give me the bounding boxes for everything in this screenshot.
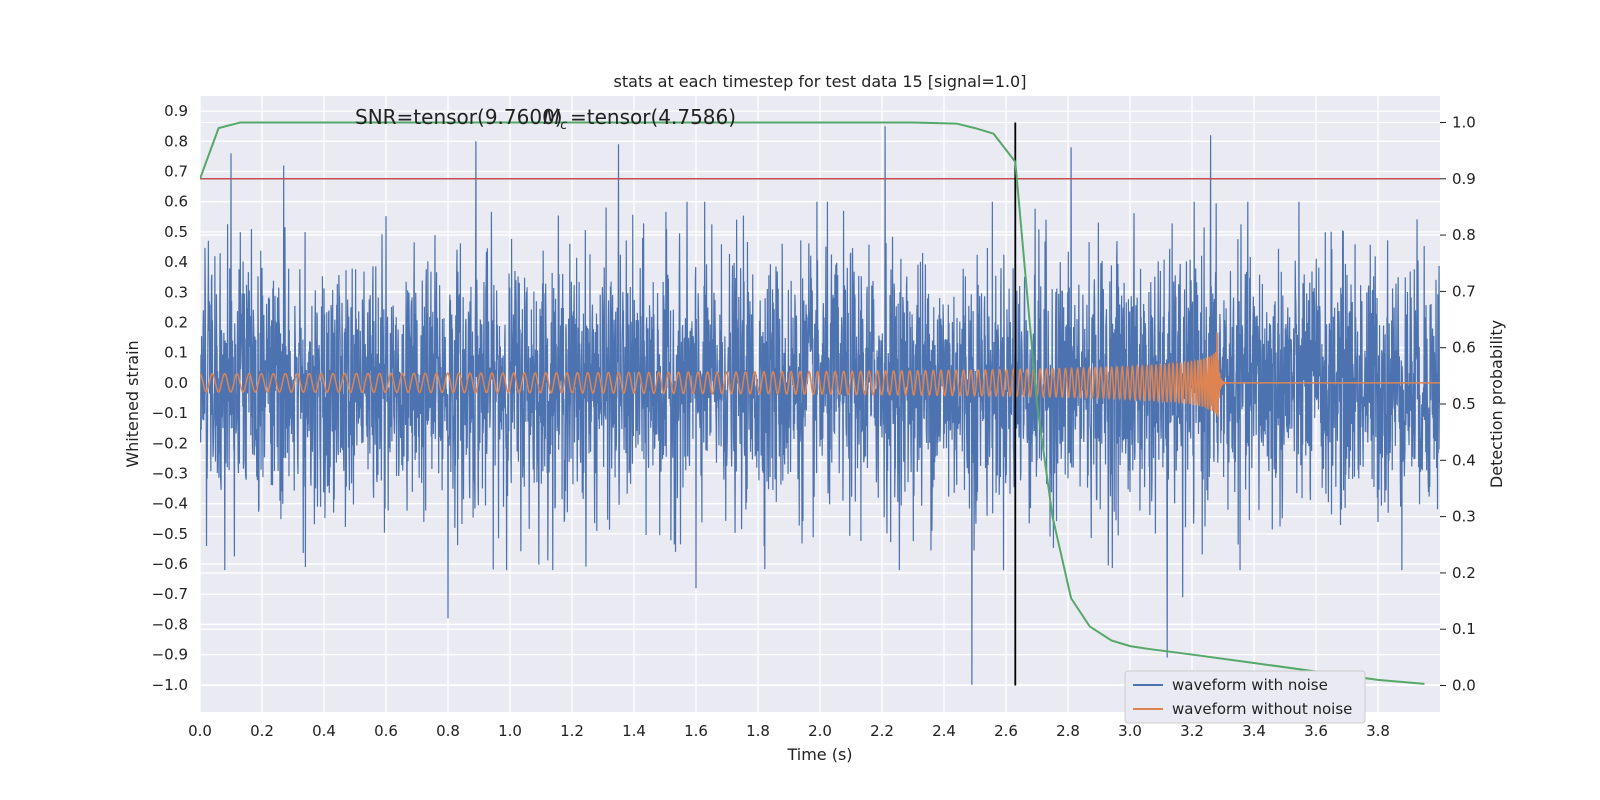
x-tick-label: 1.0 xyxy=(498,722,522,740)
y-axis-label: Whitened strain xyxy=(123,340,142,467)
x-tick-label: 1.4 xyxy=(622,722,646,740)
y2-tick-label: 0.9 xyxy=(1452,170,1476,188)
x-tick-label: 2.2 xyxy=(870,722,894,740)
y-tick-label: 0.1 xyxy=(164,344,188,362)
y-tick-label: 0.3 xyxy=(164,283,188,301)
y-tick-label: −0.5 xyxy=(152,525,188,543)
y2-tick-label: 0.8 xyxy=(1452,226,1476,244)
x-tick-label: 1.2 xyxy=(560,722,584,740)
snr-annotation: SNR=tensor(9.7600) xyxy=(355,105,563,129)
y-tick-label: −0.3 xyxy=(152,464,188,482)
x-tick-label: 2.6 xyxy=(994,722,1018,740)
legend-box xyxy=(1124,670,1366,724)
y-tick-label: −0.2 xyxy=(152,434,188,452)
y-tick-label: 0.6 xyxy=(164,193,188,211)
y2-tick-label: 1.0 xyxy=(1452,113,1476,131)
legend-label-clean: waveform without noise xyxy=(1172,700,1352,718)
x-tick-label: 1.6 xyxy=(684,722,708,740)
x-tick-label: 3.6 xyxy=(1304,722,1328,740)
y-tick-label: −0.1 xyxy=(152,404,188,422)
x-tick-label: 0.2 xyxy=(250,722,274,740)
y-tick-label: −0.8 xyxy=(152,615,188,633)
x-axis-ticks: 0.0 0.2 0.4 0.6 0.8 1.0 1.2 1.4 1.6 1.8 2.0 2.2 2.4 2… xyxy=(188,722,1390,740)
y2-axis-label: Detection probability xyxy=(1487,320,1506,488)
y-tick-label: 0.9 xyxy=(164,102,188,120)
series-waveform-with-noise xyxy=(200,126,1440,685)
y-tick-label: 0.4 xyxy=(164,253,188,271)
legend-label-noise: waveform with noise xyxy=(1172,676,1328,694)
x-tick-label: 3.2 xyxy=(1180,722,1204,740)
x-tick-label: 0.6 xyxy=(374,722,398,740)
y-axis-ticks: −1.0 −0.9 −0.8 −0.7 −0.6 −0.5 −0.4 −0.3 −0.2 −0.1… xyxy=(152,102,188,694)
x-tick-label: 0.0 xyxy=(188,722,212,740)
y-tick-label: −0.9 xyxy=(152,646,188,664)
y-tick-label: −0.7 xyxy=(152,585,188,603)
x-tick-label: 0.8 xyxy=(436,722,460,740)
x-tick-label: 2.8 xyxy=(1056,722,1080,740)
y-tick-label: −0.4 xyxy=(152,495,188,513)
x-tick-label: 3.0 xyxy=(1118,722,1142,740)
x-tick-label: 3.4 xyxy=(1242,722,1266,740)
y-tick-label: 0.5 xyxy=(164,223,188,241)
y2-tick-label: 0.1 xyxy=(1452,620,1476,638)
y-tick-label: 0.0 xyxy=(164,374,188,392)
series-detection-probability xyxy=(200,121,1425,685)
y2-tick-label: 0.4 xyxy=(1452,451,1476,469)
y2-tick-label: 0.5 xyxy=(1452,395,1476,413)
y2-tick-label: 0.2 xyxy=(1452,564,1476,582)
y2-tick-label: 0.6 xyxy=(1452,339,1476,357)
y2-tick-label: 0.7 xyxy=(1452,282,1476,300)
legend: waveform with noise waveform without noi… xyxy=(1124,670,1366,724)
y-tick-label: 0.8 xyxy=(164,132,188,150)
y2-tick-label: 0.0 xyxy=(1452,677,1476,695)
x-tick-label: 2.0 xyxy=(808,722,832,740)
x-tick-label: 2.4 xyxy=(932,722,956,740)
chart-title: stats at each timestep for test data 15 … xyxy=(614,72,1027,91)
x-tick-label: 3.8 xyxy=(1366,722,1390,740)
mc-annotation: =tensor(4.7586) xyxy=(570,105,736,129)
y2-tick-label: 0.3 xyxy=(1452,508,1476,526)
y2-axis-ticks: 0.0 0.1 0.2 0.3 0.4 0.5 0.6 0.7 0.8 0.9 1.0 xyxy=(1440,113,1476,695)
y-tick-label: −1.0 xyxy=(152,676,188,694)
x-axis-label: Time (s) xyxy=(786,745,852,764)
x-tick-label: 0.4 xyxy=(312,722,336,740)
x-tick-label: 1.8 xyxy=(746,722,770,740)
y-tick-label: −0.6 xyxy=(152,555,188,573)
series-waveform-without-noise xyxy=(200,332,1440,417)
y-tick-label: 0.2 xyxy=(164,313,188,331)
y-tick-label: 0.7 xyxy=(164,162,188,180)
